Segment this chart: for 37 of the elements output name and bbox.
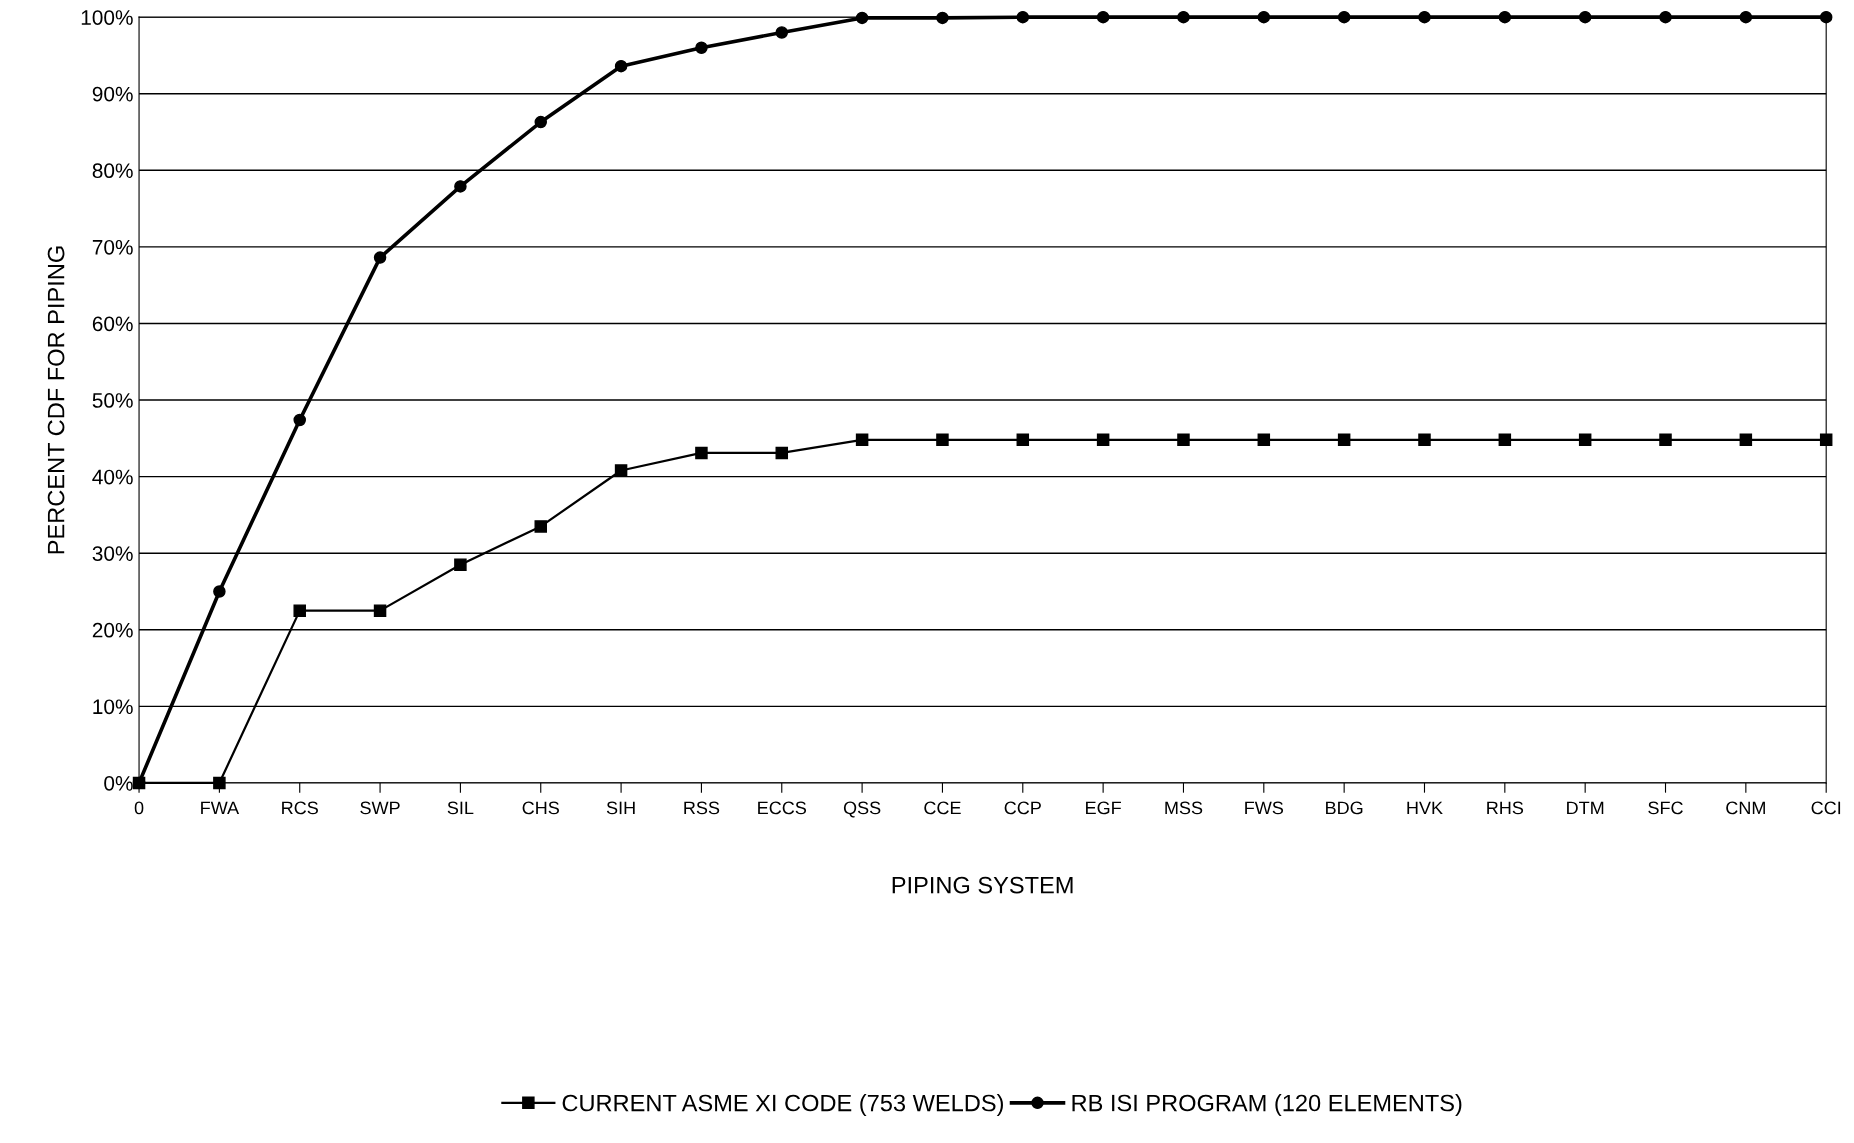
y-axis-title: PERCENT CDF FOR PIPING bbox=[47, 246, 65, 554]
y-tick-label: 30% bbox=[92, 546, 133, 561]
x-tick-label: QSS bbox=[843, 801, 881, 818]
y-tick-label: 60% bbox=[92, 316, 133, 332]
x-tick-label: EGF bbox=[1086, 801, 1121, 815]
y-tick-label: 90% bbox=[92, 86, 133, 102]
x-tick-label: 0 bbox=[134, 801, 144, 815]
x-tick-label: RSS bbox=[684, 801, 720, 815]
x-tick-label: CCI bbox=[1811, 801, 1841, 815]
x-tick-label: DTM bbox=[1567, 801, 1604, 815]
x-tick-label: MSS bbox=[1165, 801, 1203, 815]
x-tick-label: CHS bbox=[522, 801, 559, 815]
y-tick-label: 100% bbox=[81, 10, 133, 25]
x-tick-label: SIL bbox=[447, 801, 474, 815]
x-tick-label: CNM bbox=[1726, 801, 1765, 815]
y-tick-label: 50% bbox=[92, 393, 133, 408]
x-tick-label: CCE bbox=[924, 801, 961, 815]
x-tick-label: ECCS bbox=[758, 801, 807, 815]
x-tick-label: RCS bbox=[282, 801, 318, 815]
x-tick-label: CCP bbox=[1004, 801, 1041, 815]
x-tick-label: SIH bbox=[606, 801, 635, 815]
y-tick-label: 70% bbox=[92, 239, 133, 255]
x-tick-label: SFC bbox=[1648, 801, 1683, 815]
y-tick-label: 20% bbox=[92, 622, 133, 638]
y-tick-label: 40% bbox=[92, 469, 133, 485]
legend-label: CURRENT ASME XI CODE (753 WELDS) bbox=[562, 1094, 1003, 1117]
x-tick-label: BDG bbox=[1326, 801, 1363, 815]
x-tick-label: FWS bbox=[1245, 801, 1284, 815]
y-tick-label: 80% bbox=[92, 163, 133, 179]
y-tick-label: 10% bbox=[93, 699, 133, 715]
x-tick-label: RHS bbox=[1487, 801, 1524, 815]
x-tick-label: FWA bbox=[201, 801, 240, 815]
x-tick-label: SWP bbox=[360, 801, 400, 815]
legend-label: RB ISI PROGRAM (120 ELEMENTS) bbox=[1072, 1094, 1462, 1117]
x-tick-label: HVK bbox=[1407, 801, 1443, 815]
y-tick-label: 0% bbox=[104, 775, 133, 791]
x-axis-title: PIPING SYSTEM bbox=[892, 876, 1073, 894]
